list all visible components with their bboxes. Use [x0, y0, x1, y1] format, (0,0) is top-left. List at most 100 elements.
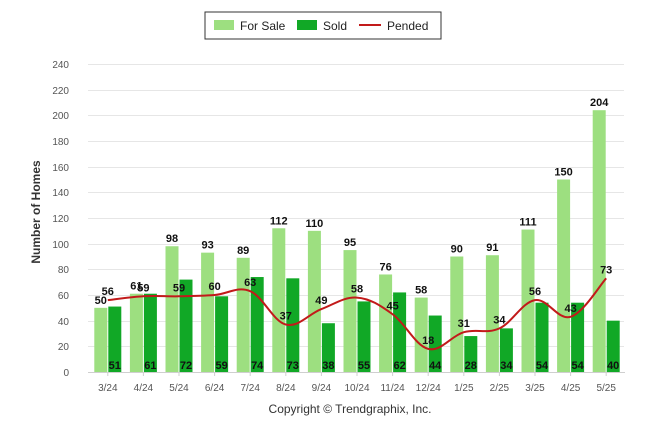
- data-label-for-sale: 110: [306, 218, 324, 230]
- data-label-sold: 34: [500, 360, 513, 372]
- y-tick-label: 240: [52, 60, 69, 71]
- x-tick-label: 9/24: [312, 383, 332, 394]
- data-label-sold: 62: [393, 360, 405, 372]
- y-tick-label: 40: [58, 317, 70, 328]
- y-tick-label: 20: [58, 342, 70, 353]
- data-label-for-sale: 204: [590, 97, 609, 109]
- data-label-for-sale: 89: [237, 245, 249, 257]
- x-tick-label: 4/24: [134, 383, 154, 394]
- data-label-for-sale: 90: [451, 244, 463, 256]
- data-label-pended: 56: [102, 286, 114, 298]
- y-axis-ticks: 0 20 40 60 80 100 120 140 160 180 200 220 240: [52, 60, 69, 379]
- data-label-pended: 56: [529, 286, 541, 298]
- legend-box: [204, 11, 442, 40]
- bar-sold: [393, 292, 407, 372]
- data-label-sold: 38: [322, 360, 334, 372]
- bar-sold: [464, 336, 478, 372]
- data-label-sold: 54: [536, 360, 549, 372]
- x-tick-label: 6/24: [205, 383, 225, 394]
- data-label-sold: 61: [144, 360, 156, 372]
- bar-for-sale: [485, 255, 499, 372]
- data-label-for-sale: 150: [554, 167, 572, 179]
- x-tick-label: 1/25: [454, 383, 474, 394]
- data-label-sold: 28: [465, 360, 477, 372]
- data-label-pended: 73: [600, 264, 612, 276]
- data-labels: 50 51 61 61 98 72 93 59 89 74 112 73 110 38 95 55 76 62 58…: [95, 97, 620, 372]
- bars: [94, 110, 620, 372]
- bar-for-sale: [521, 229, 535, 372]
- pended-line-series: [107, 277, 607, 351]
- data-label-sold: 55: [358, 360, 370, 372]
- bar-sold: [571, 302, 585, 372]
- x-tick-label: 2/25: [490, 383, 510, 394]
- data-label-sold: 44: [429, 360, 442, 372]
- bar-sold: [357, 301, 371, 372]
- data-label-pended: 58: [351, 284, 363, 296]
- bar-for-sale: [343, 250, 357, 372]
- legend-label-sold: Sold: [323, 19, 347, 33]
- x-tick-label: 7/24: [240, 383, 260, 394]
- data-label-for-sale: 112: [270, 215, 288, 227]
- y-tick-label: 120: [52, 214, 69, 225]
- data-label-for-sale: 50: [95, 295, 107, 307]
- x-tick-label: 11/24: [380, 383, 405, 394]
- data-label-for-sale: 98: [166, 233, 178, 245]
- y-tick-label: 80: [58, 265, 70, 276]
- y-tick-label: 0: [63, 368, 69, 379]
- bar-for-sale: [379, 274, 393, 372]
- bar-for-sale: [307, 230, 321, 372]
- data-label-pended: 60: [208, 281, 220, 293]
- x-tick-label: 3/24: [98, 383, 118, 394]
- bar-for-sale: [272, 228, 286, 372]
- bar-for-sale: [557, 179, 571, 372]
- data-label-for-sale: 93: [201, 240, 213, 252]
- bar-sold: [535, 302, 549, 372]
- bar-for-sale: [592, 110, 606, 372]
- legend-swatch-for-sale: [214, 20, 234, 30]
- bar-for-sale: [165, 246, 179, 372]
- y-tick-label: 220: [52, 86, 69, 97]
- data-label-sold: 40: [607, 360, 619, 372]
- y-tick-label: 60: [58, 291, 70, 302]
- bar-sold: [606, 320, 620, 372]
- data-label-pended: 18: [422, 335, 434, 347]
- bar-sold: [250, 277, 264, 372]
- data-label-for-sale: 61: [130, 281, 142, 293]
- bar-sold: [215, 296, 229, 372]
- y-tick-label: 140: [52, 188, 69, 199]
- data-label-pended: 45: [386, 300, 398, 312]
- legend-swatch-sold: [297, 20, 317, 30]
- bar-sold: [428, 315, 442, 372]
- copyright-text: Copyright © Trendgraphix, Inc.: [269, 402, 432, 416]
- bar-for-sale: [236, 257, 250, 372]
- bar-sold: [499, 328, 513, 372]
- data-label-sold: 51: [109, 360, 121, 372]
- bar-for-sale: [450, 256, 464, 372]
- x-tick-label: 12/24: [416, 383, 441, 394]
- x-tick-label: 8/24: [276, 383, 296, 394]
- x-tick-label: 5/25: [596, 383, 616, 394]
- y-tick-label: 180: [52, 137, 69, 148]
- bar-for-sale: [129, 293, 143, 372]
- data-label-pended: 37: [280, 311, 292, 323]
- data-label-for-sale: 95: [344, 237, 356, 249]
- data-label-sold: 72: [180, 360, 192, 372]
- legend-label-pended: Pended: [387, 19, 428, 33]
- data-label-pended: 31: [458, 318, 470, 330]
- bar-sold: [179, 279, 193, 372]
- bar-for-sale: [201, 252, 215, 372]
- pended-line: [107, 277, 607, 351]
- data-label-pended: 43: [564, 303, 576, 315]
- data-label-sold: 74: [251, 360, 264, 372]
- x-tick-label: 3/25: [525, 383, 545, 394]
- x-axis-ticks: 3/24 4/24 5/24 6/24 7/24 8/24 9/24 10/24 11/24 12…: [98, 372, 616, 394]
- data-label-pended: 49: [315, 295, 327, 307]
- data-label-for-sale: 91: [486, 242, 498, 254]
- data-label-sold: 59: [215, 360, 227, 372]
- bar-sold: [321, 323, 335, 372]
- y-tick-label: 160: [52, 163, 69, 174]
- bar-for-sale: [94, 307, 108, 372]
- x-tick-label: 4/25: [561, 383, 581, 394]
- data-label-sold: 73: [287, 360, 299, 372]
